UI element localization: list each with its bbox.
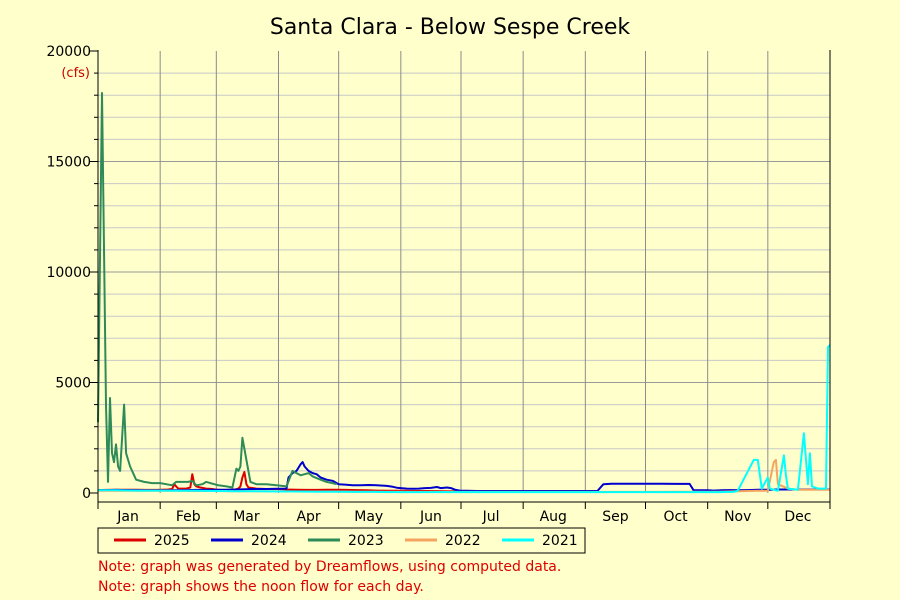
y-tick-label: 15000 [46, 155, 91, 171]
chart-title: Santa Clara - Below Sespe Creek [270, 15, 631, 40]
note-1: Note: graph was generated by Dreamflows,… [98, 559, 561, 575]
x-tick-label-jun: Jun [419, 509, 442, 525]
y-tick-label: 5000 [55, 376, 91, 392]
notes: Note: graph was generated by Dreamflows,… [98, 559, 561, 595]
legend-label-2024: 2024 [251, 533, 287, 549]
legend: 2025 2024 2023 2022 2021 [97, 527, 586, 554]
grid [98, 51, 830, 493]
axes: 0 5000 10000 15000 20000 Jan Feb Mar Apr May Jun Ju… [46, 44, 831, 525]
x-tick-label-mar: Mar [233, 509, 260, 525]
legend-label-2023: 2023 [348, 533, 384, 549]
x-tick-label-oct: Oct [663, 509, 688, 525]
series-line-2022 [98, 458, 830, 493]
x-tick-label-dec: Dec [784, 509, 811, 525]
series-line-2025 [97, 471, 496, 493]
y-tick-label: 0 [82, 486, 91, 502]
series-lines [97, 92, 831, 494]
note-2: Note: graph shows the noon flow for each… [98, 579, 424, 595]
x-tick-label-nov: Nov [724, 509, 751, 525]
legend-label-2021: 2021 [542, 533, 578, 549]
series-line-2023 [97, 92, 337, 489]
y-tick-label: 20000 [46, 44, 91, 60]
x-tick-label-jul: Jul [482, 509, 500, 525]
x-tick-label-may: May [354, 509, 383, 525]
y-axis-unit-label: (cfs) [61, 66, 90, 81]
series-line-2024 [98, 461, 830, 492]
legend-box [97, 527, 586, 554]
x-tick-label-feb: Feb [176, 509, 201, 525]
x-tick-label-apr: Apr [296, 509, 320, 525]
x-tick-label-aug: Aug [540, 509, 567, 525]
series-line-2021 [98, 344, 831, 494]
legend-label-2025: 2025 [154, 533, 190, 549]
legend-label-2022: 2022 [445, 533, 481, 549]
y-tick-label: 10000 [46, 265, 91, 281]
x-tick-label-sep: Sep [602, 509, 629, 525]
x-tick-label-jan: Jan [116, 509, 139, 525]
